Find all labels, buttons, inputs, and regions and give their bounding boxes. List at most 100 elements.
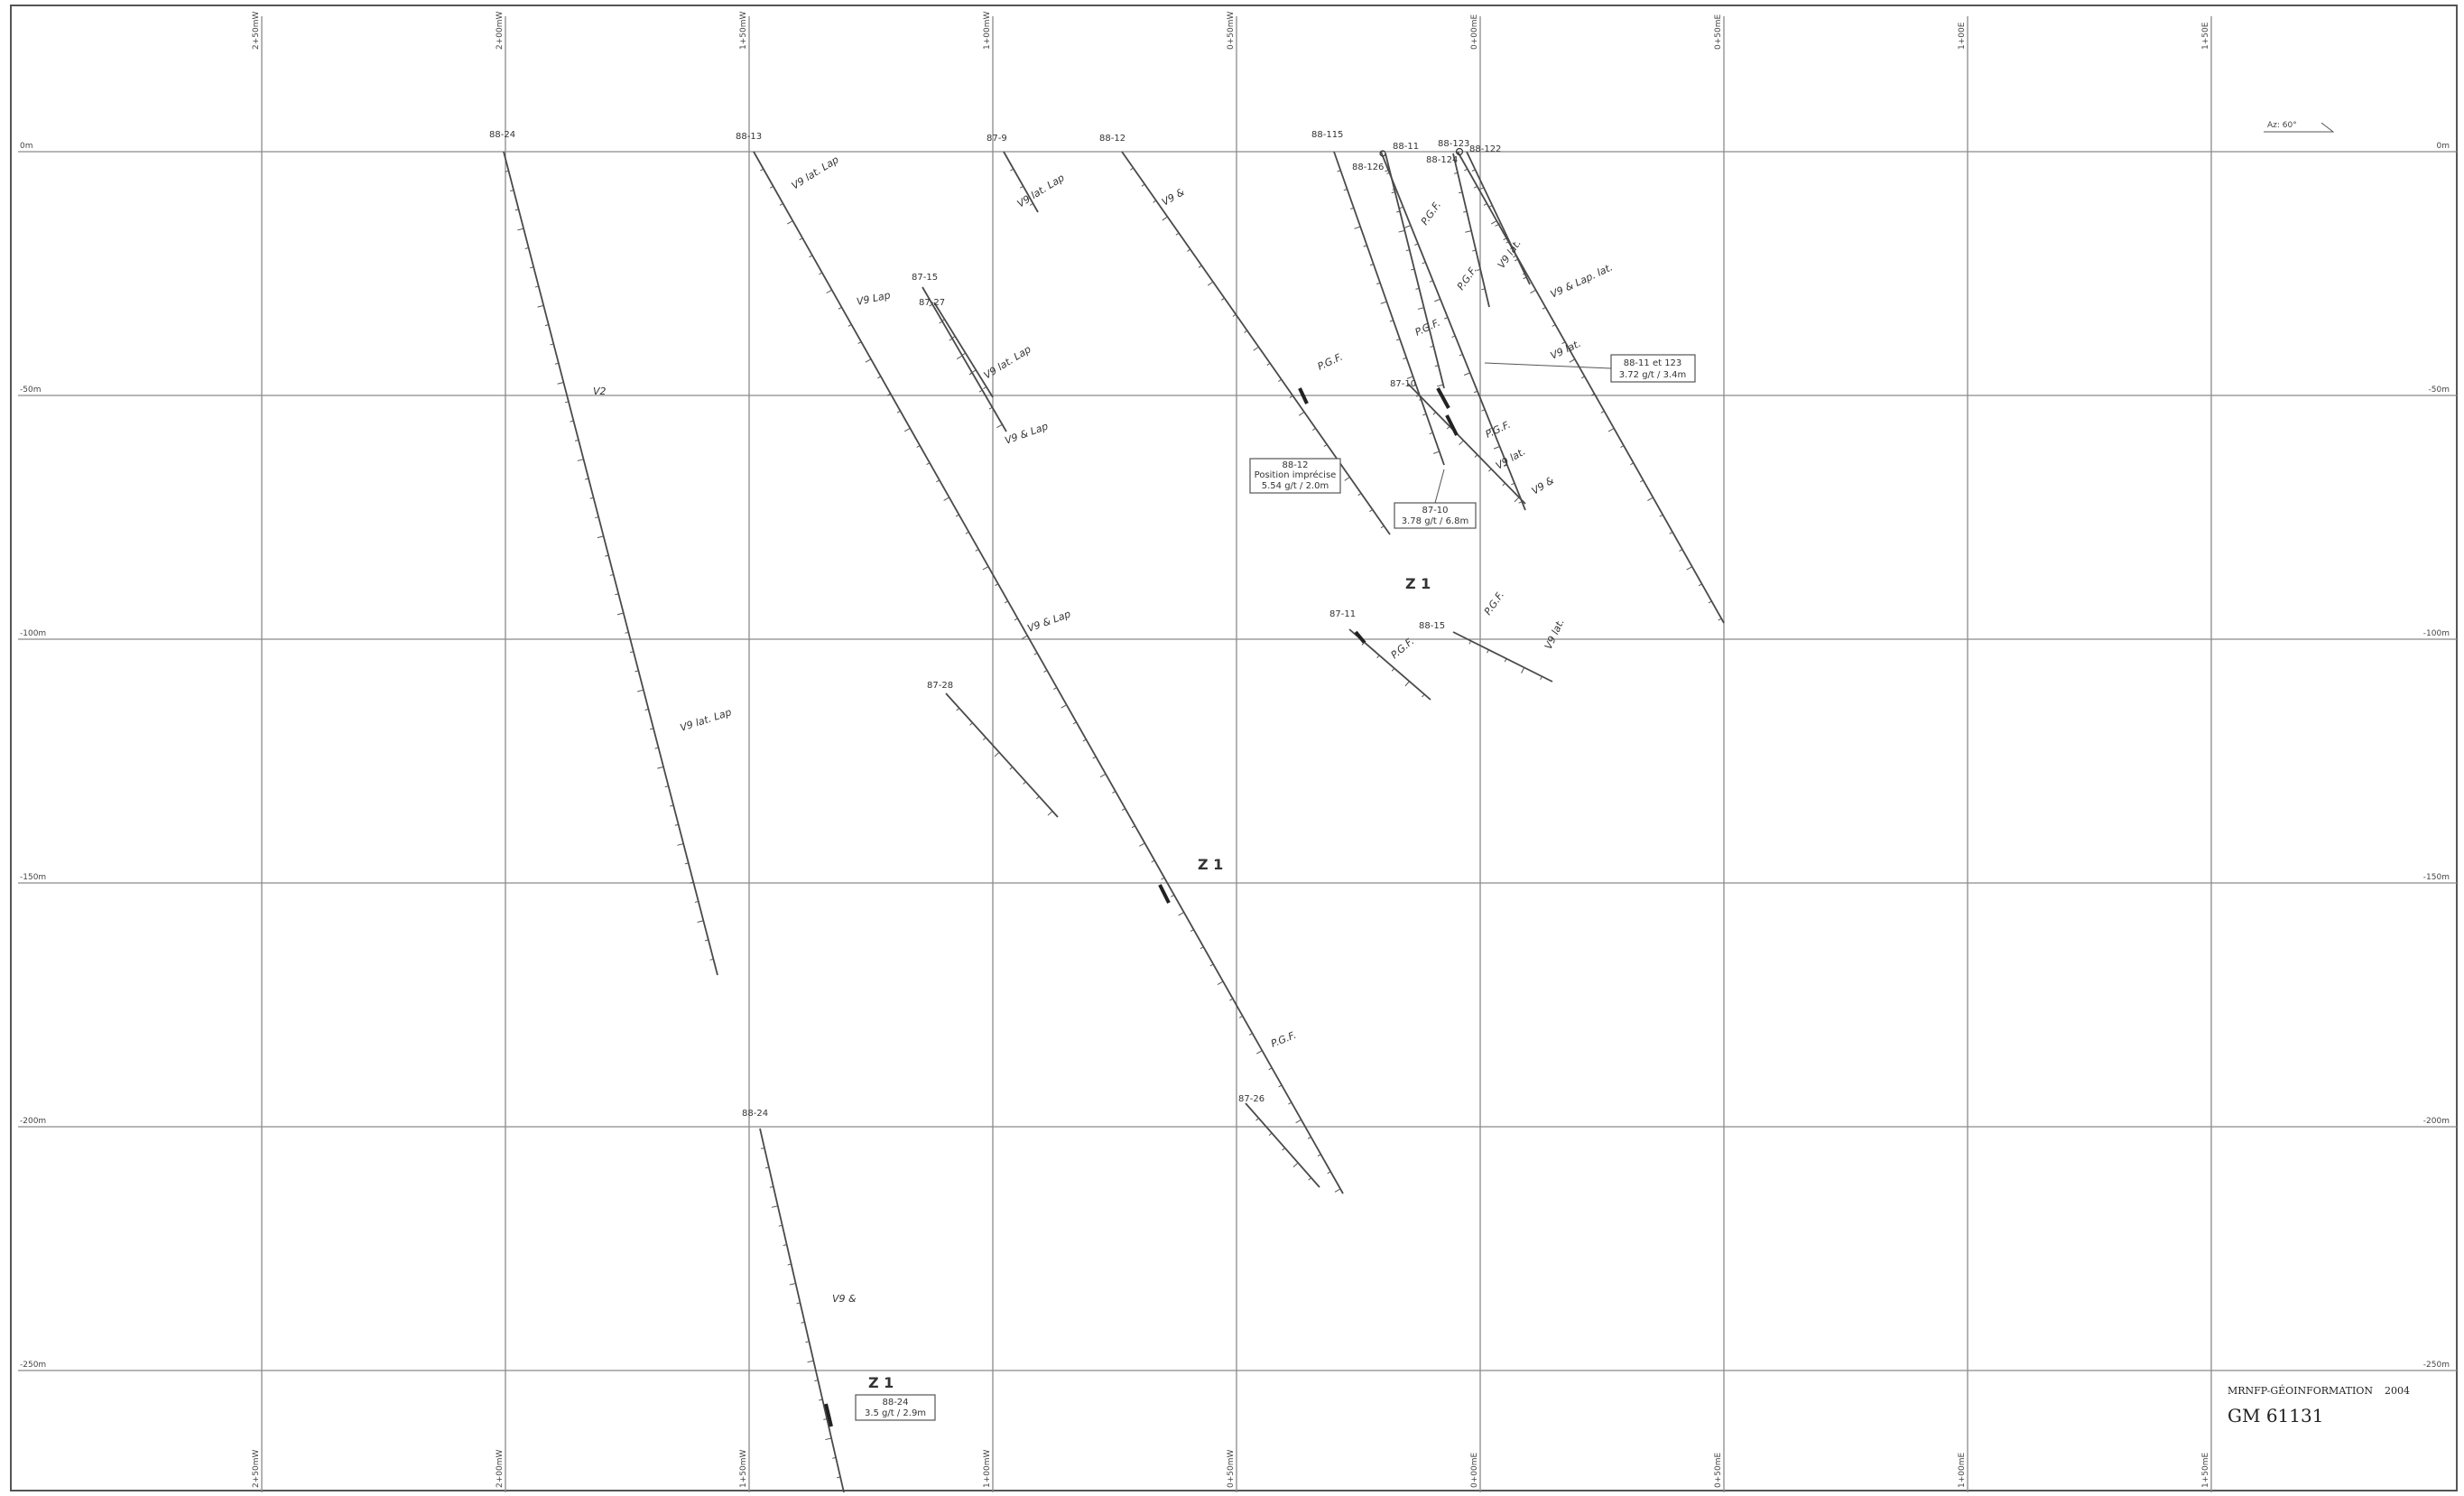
survey-tick — [865, 358, 872, 363]
drill-hole-87-28 — [945, 692, 1059, 818]
unit-label: V9 lat. — [1542, 617, 1567, 651]
survey-tick — [1502, 482, 1505, 487]
survey-tick — [978, 389, 983, 393]
map-border — [10, 5, 2458, 1491]
survey-tick — [629, 651, 634, 654]
survey-tick — [1698, 583, 1702, 587]
survey-tick — [537, 304, 544, 308]
drill-hole-88-126 — [1385, 153, 1445, 389]
survey-tick — [1490, 220, 1497, 225]
drill-hole-88-24b — [759, 1128, 845, 1493]
unit-labels: V9 lat. Lap V9 Lap V2 V9 lat. Lap V9 & L… — [593, 153, 1615, 1305]
survey-tick — [1561, 341, 1566, 345]
drill-hole-87-10 — [1407, 383, 1526, 505]
survey-tick — [760, 168, 764, 172]
survey-tick — [1380, 301, 1387, 304]
survey-tick — [1419, 397, 1422, 401]
assay-box — [1394, 502, 1477, 529]
depth-label: -50m — [20, 386, 41, 395]
survey-tick — [625, 631, 629, 634]
survey-tick — [1386, 172, 1391, 174]
hole-label: 87-11 — [1329, 609, 1356, 619]
survey-tick — [1396, 210, 1401, 213]
survey-tick — [530, 266, 534, 269]
survey-tick — [694, 900, 699, 903]
survey-tick — [956, 355, 963, 360]
survey-tick — [807, 1360, 814, 1363]
survey-tick — [1061, 704, 1067, 709]
unit-label: P.G.F. — [1316, 351, 1345, 373]
survey-tick — [1488, 427, 1493, 431]
survey-tick — [564, 401, 570, 404]
credit-year: 2004 — [2385, 1385, 2410, 1397]
survey-tick — [783, 1244, 787, 1247]
survey-tick — [805, 1341, 810, 1343]
survey-tick — [1053, 687, 1058, 690]
collar-marker — [1455, 147, 1464, 156]
drill-hole-88-123 — [1457, 151, 1725, 624]
survey-tick — [1121, 808, 1125, 811]
survey-tick — [1139, 842, 1145, 847]
survey-tick — [1190, 929, 1194, 933]
unit-label: V9 lat. Lap — [679, 706, 733, 734]
survey-tick — [605, 554, 609, 557]
unit-label: V9 & — [1160, 186, 1187, 209]
drill-hole-87-27 — [933, 302, 994, 398]
survey-tick — [1207, 281, 1214, 286]
zone-labels: Z 1 Z 1 Z 1 — [868, 575, 1431, 1391]
survey-tick — [1468, 640, 1472, 645]
assay-hole: 88-12 — [1282, 460, 1308, 470]
unit-label: P.G.F. — [1482, 589, 1506, 617]
unit-label: V9 lat. — [1494, 446, 1527, 472]
hole-label: 87-15 — [912, 273, 938, 283]
survey-tick — [1292, 1162, 1299, 1168]
survey-tick — [1022, 635, 1028, 640]
survey-tick — [657, 766, 664, 769]
survey-tick — [1404, 681, 1410, 687]
zone-label: Z 1 — [1405, 575, 1431, 592]
survey-tick — [982, 566, 989, 571]
intercept-segment — [1445, 414, 1459, 436]
survey-tick — [1282, 1148, 1285, 1151]
survey-tick — [1099, 773, 1107, 778]
assay-hole: 88-24 — [882, 1398, 908, 1408]
easting-label: 0+00mE — [1470, 1453, 1479, 1488]
survey-tick — [1454, 172, 1459, 174]
survey-tick — [670, 804, 674, 807]
survey-tick — [1513, 255, 1517, 258]
easting-labels-top: 2+50mW 2+00mW 1+50mW 1+00mW 0+50mW 0+00m… — [252, 12, 2210, 50]
survey-tick — [1405, 249, 1410, 252]
survey-tick — [1187, 248, 1191, 252]
hole-label: 88-12 — [1099, 134, 1125, 144]
depth-label: -150m — [2423, 873, 2450, 882]
easting-grid — [261, 16, 2212, 1492]
survey-tick — [1432, 451, 1440, 454]
credit-document: GM 61131 — [2228, 1405, 2323, 1426]
survey-tick — [764, 1166, 770, 1169]
survey-tick — [769, 1185, 773, 1188]
survey-tick — [823, 1418, 828, 1420]
unit-label: P.G.F. — [1269, 1029, 1298, 1050]
survey-tick — [595, 516, 599, 519]
survey-tick — [1092, 756, 1097, 759]
drill-hole-87-9 — [1003, 151, 1039, 213]
hole-label: 88-24 — [489, 130, 515, 140]
hole-label: 88-13 — [736, 132, 762, 142]
assay-value: 3.5 g/t / 2.9m — [865, 1408, 926, 1418]
survey-tick — [1473, 185, 1477, 189]
survey-tick — [1540, 675, 1542, 680]
survey-tick — [575, 439, 579, 441]
survey-tick — [1415, 287, 1420, 290]
drill-hole-88-115 — [1333, 151, 1445, 466]
survey-tick — [1503, 237, 1507, 241]
survey-tick — [1141, 183, 1145, 187]
survey-tick — [1511, 482, 1515, 486]
survey-tick — [1047, 811, 1053, 816]
easting-label: 2+50mW — [252, 12, 261, 50]
depth-label: 0m — [20, 142, 33, 151]
hole-label: 88-15 — [1419, 621, 1445, 631]
survey-tick — [1429, 280, 1433, 283]
survey-tick — [1361, 642, 1366, 646]
survey-tick — [690, 881, 694, 884]
unit-label: V9 & Lap — [1004, 421, 1050, 447]
